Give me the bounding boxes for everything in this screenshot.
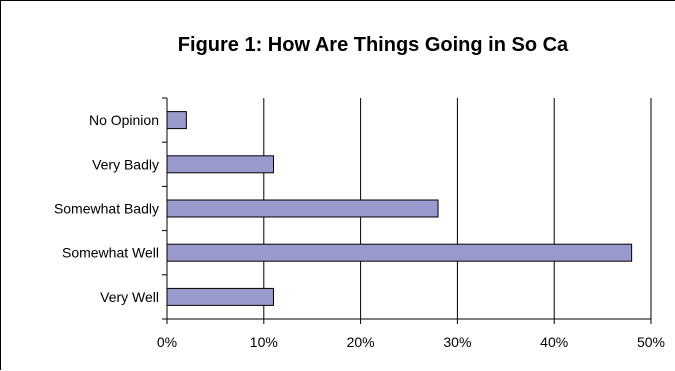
x-tick-label: 30%: [443, 334, 471, 350]
bar: [166, 243, 633, 262]
x-tick-label: 40%: [540, 334, 568, 350]
category-labels: No Opinion Very Badly Somewhat Badly Somewh…: [54, 112, 159, 305]
category-label: Somewhat Well: [62, 245, 159, 261]
bar: [166, 199, 439, 218]
gridlines: [263, 98, 652, 319]
x-tick-label: 0%: [157, 334, 177, 350]
chart-title: Figure 1: How Are Things Going in So Ca: [178, 34, 569, 56]
bar: [166, 111, 187, 130]
bar: [166, 155, 274, 174]
x-tick-label: 20%: [347, 334, 375, 350]
category-label: No Opinion: [89, 112, 159, 128]
axes: [162, 97, 652, 324]
category-label: Somewhat Badly: [54, 201, 159, 217]
bar: [166, 287, 274, 306]
category-label: Very Badly: [92, 156, 159, 172]
bars: [166, 111, 633, 306]
tick-labels: 0% 10% 20% 30% 40% 50%: [157, 334, 665, 350]
x-tick-label: 10%: [250, 334, 278, 350]
category-label: Very Well: [100, 289, 159, 305]
x-tick-label: 50%: [637, 334, 665, 350]
